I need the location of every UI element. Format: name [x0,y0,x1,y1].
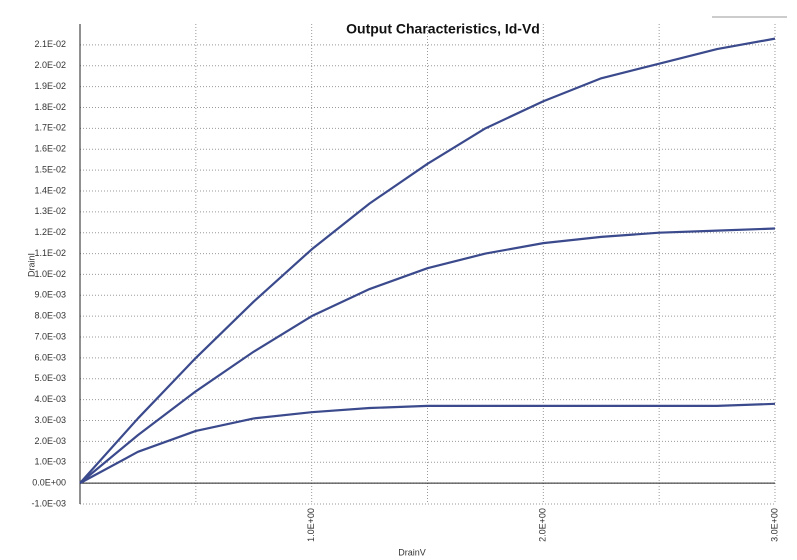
y-tick-label: 4.0E-03 [34,394,66,404]
y-tick-label: 8.0E-03 [34,311,66,321]
y-tick-label: 0.0E+00 [32,478,66,488]
y-tick-label: 3.0E-03 [34,415,66,425]
series-line [79,402,776,485]
y-tick-label: 2.1E-02 [34,39,66,49]
x-tick-label: 2.0E+00 [538,508,548,542]
y-tick-label: 1.0E-03 [34,457,66,467]
y-tick-label: 9.0E-03 [34,290,66,300]
y-tick-label: 7.0E-03 [34,331,66,341]
y-tick-label: 1.4E-02 [34,185,66,195]
y-tick-label: 1.7E-02 [34,123,66,133]
y-tick-label: 5.0E-03 [34,373,66,383]
series-line [79,227,776,484]
x-tick-label: 1.0E+00 [306,508,316,542]
y-tick-label: 1.8E-02 [34,102,66,112]
y-tick-label: 1.2E-02 [34,227,66,237]
x-axis-title: DrainV [398,547,426,557]
y-tick-label: 1.3E-02 [34,206,66,216]
y-tick-label: 6.0E-03 [34,352,66,362]
y-tick-label: 1.0E-02 [34,269,66,279]
y-tick-label: 2.0E-03 [34,436,66,446]
y-tick-label: 1.6E-02 [34,144,66,154]
x-tick-label: 3.0E+00 [769,508,779,542]
chart-title: Output Characteristics, Id-Vd [346,21,540,37]
series-line [79,37,776,484]
y-tick-label: 2.0E-02 [34,60,66,70]
y-tick-label: 1.1E-02 [34,248,66,258]
y-tick-label: -1.0E-03 [31,498,66,508]
y-tick-label: 1.5E-02 [34,164,66,174]
y-axis-title: DrainI [26,253,36,277]
y-tick-label: 1.9E-02 [34,81,66,91]
